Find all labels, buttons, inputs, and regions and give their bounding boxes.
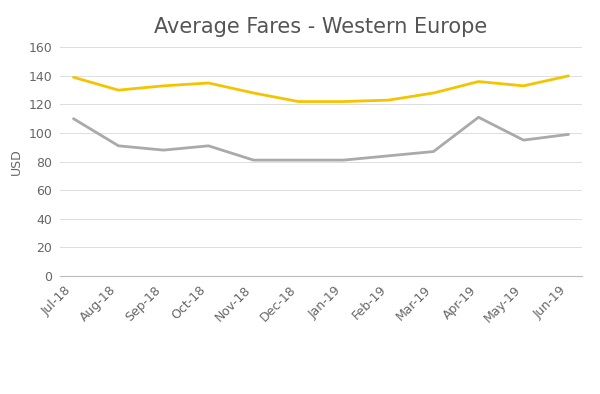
- Norwegian: [565, 132, 572, 137]
- All: [385, 98, 392, 102]
- All: [565, 73, 572, 78]
- Norwegian: [70, 116, 77, 121]
- All: [430, 91, 437, 95]
- Norwegian: [520, 138, 527, 143]
- All: [295, 99, 302, 104]
- All: [520, 84, 527, 88]
- All: [70, 75, 77, 80]
- Line: All: All: [74, 76, 569, 102]
- All: [160, 84, 167, 88]
- Norwegian: [385, 154, 392, 158]
- Norwegian: [475, 115, 482, 120]
- All: [475, 79, 482, 84]
- Norwegian: [430, 149, 437, 154]
- Norwegian: [250, 158, 257, 162]
- Title: Average Fares - Western Europe: Average Fares - Western Europe: [154, 17, 488, 37]
- Line: Norwegian: Norwegian: [74, 117, 569, 160]
- All: [115, 88, 122, 93]
- All: [205, 81, 212, 85]
- Y-axis label: USD: USD: [10, 148, 23, 175]
- Norwegian: [340, 158, 347, 162]
- All: [250, 91, 257, 95]
- Norwegian: [205, 143, 212, 148]
- Norwegian: [160, 148, 167, 152]
- Norwegian: [295, 158, 302, 162]
- Norwegian: [115, 143, 122, 148]
- All: [340, 99, 347, 104]
